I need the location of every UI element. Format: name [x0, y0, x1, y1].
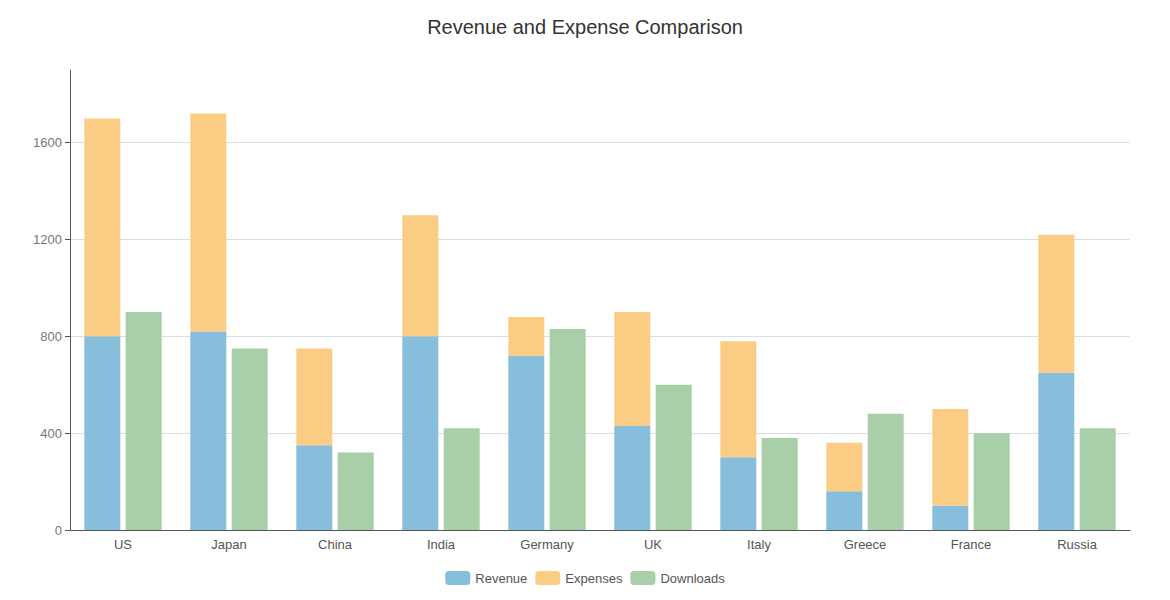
svg-text:Revenue and Expense Comparison: Revenue and Expense Comparison: [427, 16, 743, 38]
svg-text:Germany: Germany: [520, 537, 574, 552]
svg-text:1600: 1600: [33, 135, 62, 150]
svg-text:India: India: [427, 537, 456, 552]
svg-text:Greece: Greece: [844, 537, 887, 552]
svg-text:1200: 1200: [33, 232, 62, 247]
svg-text:0: 0: [55, 523, 62, 538]
svg-text:Downloads: Downloads: [660, 571, 725, 586]
svg-text:Russia: Russia: [1057, 537, 1098, 552]
svg-text:800: 800: [40, 329, 62, 344]
svg-text:US: US: [114, 537, 132, 552]
svg-text:China: China: [318, 537, 353, 552]
svg-text:UK: UK: [644, 537, 662, 552]
svg-text:Japan: Japan: [211, 537, 246, 552]
svg-text:Expenses: Expenses: [565, 571, 623, 586]
svg-text:France: France: [951, 537, 991, 552]
svg-text:Italy: Italy: [747, 537, 771, 552]
svg-text:Revenue: Revenue: [475, 571, 527, 586]
svg-text:400: 400: [40, 426, 62, 441]
